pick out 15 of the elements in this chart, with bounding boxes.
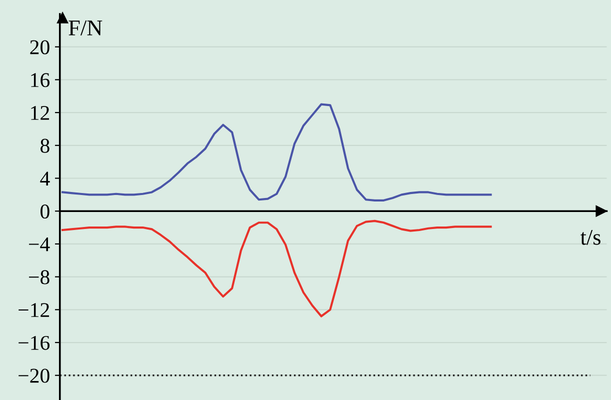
y-tick-label: −8 — [29, 270, 50, 284]
y-tick-label: −16 — [18, 336, 50, 350]
y-tick-label: −4 — [29, 237, 50, 252]
y-tick-label: 0 — [40, 204, 50, 219]
y-tick-label: 4 — [40, 172, 50, 186]
line-series — [62, 220, 492, 318]
y-tick-label: 8 — [40, 138, 50, 153]
x-axis-title: t/s — [580, 230, 600, 245]
y-tick-label: −12 — [18, 303, 50, 317]
y-tick-label: 20 — [30, 40, 50, 54]
y-axis-title: F/N — [68, 20, 102, 36]
y-tick-label: −20 — [18, 368, 50, 383]
y-tick-label: 16 — [31, 73, 50, 88]
line-series — [62, 103, 492, 202]
y-tick-label: 12 — [31, 106, 50, 120]
